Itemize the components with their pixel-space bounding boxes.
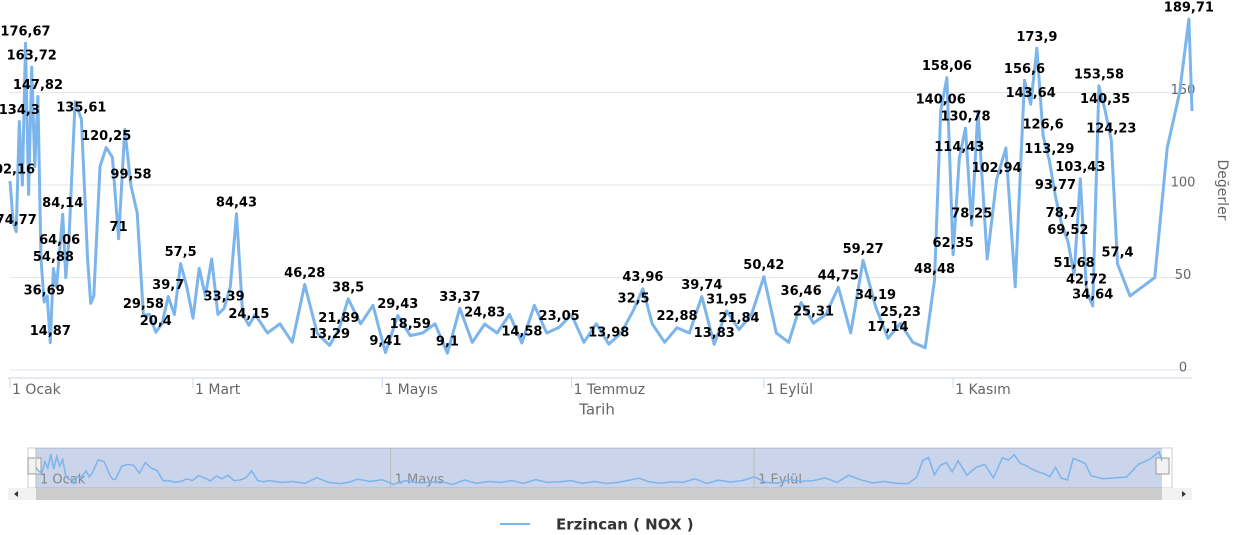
- data-label: 54,88: [33, 250, 74, 265]
- data-label: 14,58: [501, 325, 542, 340]
- data-label: 134,3: [0, 103, 40, 118]
- data-label: 120,25: [81, 129, 131, 144]
- series-line: [8, 17, 1194, 355]
- data-label: 64,06: [39, 233, 80, 248]
- y-tick-label: 50: [1175, 268, 1192, 283]
- data-label: 57,5: [165, 245, 197, 260]
- data-label: 143,64: [1006, 86, 1056, 101]
- data-label: 158,06: [922, 59, 972, 74]
- data-label: 163,72: [7, 49, 57, 64]
- x-axis-title: Tarih: [578, 401, 615, 419]
- data-label: 78,7: [1046, 206, 1078, 221]
- data-label: 14,87: [30, 324, 71, 339]
- data-label: 23,05: [539, 309, 580, 324]
- data-label: 84,14: [42, 196, 83, 211]
- data-label: 21,84: [718, 311, 759, 326]
- data-label: 42,72: [1066, 272, 1107, 287]
- data-label: 140,06: [916, 92, 966, 107]
- data-label: 18,59: [390, 317, 431, 332]
- data-label: 59,27: [843, 242, 884, 257]
- data-label: 114,43: [934, 140, 984, 155]
- data-label: 62,35: [933, 236, 974, 251]
- data-label: 20,4: [140, 314, 172, 329]
- data-label: 147,82: [13, 78, 63, 93]
- data-label: 38,5: [332, 280, 364, 295]
- data-label: 17,14: [867, 320, 908, 335]
- data-label: 48,48: [914, 262, 955, 277]
- data-label: 126,6: [1023, 117, 1064, 132]
- data-label: 113,29: [1024, 142, 1074, 157]
- data-label: 29,43: [377, 297, 418, 312]
- data-label: 43,96: [622, 270, 663, 285]
- data-label: 103,43: [1055, 160, 1105, 175]
- data-label: 21,89: [318, 311, 359, 326]
- data-label: 71: [110, 220, 128, 235]
- data-label: 39,74: [681, 278, 722, 293]
- x-tick-label: 1 Temmuz: [574, 382, 646, 398]
- navigator: [27, 447, 1173, 489]
- legend-label[interactable]: Erzincan ( NOX ): [556, 516, 694, 534]
- data-label: 102,94: [971, 161, 1021, 176]
- data-label: 153,58: [1074, 67, 1124, 82]
- x-tick-label: 1 Ocak: [12, 382, 62, 398]
- data-label: 44,75: [818, 269, 859, 284]
- data-label: 57,4: [1102, 245, 1134, 260]
- data-label: 51,68: [1054, 256, 1095, 271]
- data-label: 99,58: [110, 167, 151, 182]
- navigator-handle[interactable]: [1155, 457, 1170, 475]
- data-label: 124,23: [1086, 122, 1136, 137]
- data-label: 135,61: [56, 101, 106, 116]
- scrollbar-thumb[interactable]: [36, 488, 1162, 500]
- data-label: 24,83: [464, 306, 505, 321]
- data-label: 9,41: [369, 334, 401, 349]
- data-label: 36,69: [24, 284, 65, 299]
- y-tick-label: 100: [1171, 176, 1196, 191]
- data-label: 31,95: [706, 292, 747, 307]
- data-label: 78,25: [951, 207, 992, 222]
- navigator-tick-label: 1 Eylül: [758, 473, 802, 488]
- data-label: 39,7: [152, 278, 184, 293]
- data-label: 24,15: [228, 307, 269, 322]
- y-tick-label: 150: [1171, 83, 1196, 98]
- x-tick-label: 1 Kasım: [955, 382, 1011, 398]
- navigator-line: [35, 450, 1163, 486]
- data-label: 32,5: [618, 291, 650, 306]
- data-label: 173,9: [1016, 30, 1057, 45]
- data-label: 93,77: [1035, 178, 1076, 193]
- data-label: 25,23: [880, 305, 921, 320]
- data-label: 34,19: [855, 288, 896, 303]
- data-label: 33,37: [439, 290, 480, 305]
- data-label: 74,77: [0, 213, 37, 228]
- data-label: 130,78: [940, 110, 990, 125]
- y-tick-label: 0: [1179, 361, 1187, 376]
- x-tick-label: 1 Mayıs: [384, 382, 437, 398]
- data-label: 36,46: [781, 284, 822, 299]
- data-label: 25,31: [793, 305, 834, 320]
- data-label: 34,64: [1072, 287, 1113, 302]
- data-label: 13,98: [588, 326, 629, 341]
- data-label: 29,58: [123, 297, 164, 312]
- data-label: 33,39: [204, 290, 245, 305]
- data-label: 69,52: [1047, 223, 1088, 238]
- data-label: 84,43: [216, 195, 257, 210]
- data-label: 13,29: [309, 327, 350, 342]
- y-axis-title: Değerler: [1214, 160, 1230, 221]
- x-tick-label: 1 Eylül: [766, 382, 813, 398]
- data-label: 13,83: [694, 326, 735, 341]
- navigator-tick-label: 1 Ocak: [40, 473, 86, 488]
- data-label: 50,42: [743, 258, 784, 273]
- navigator-tick-label: 1 Mayıs: [395, 473, 445, 488]
- data-label: 189,71: [1164, 1, 1214, 16]
- data-label: 102,16: [0, 163, 35, 178]
- data-label: 9,1: [436, 335, 459, 350]
- data-label: 156,6: [1004, 62, 1045, 77]
- data-label: 22,88: [656, 309, 697, 324]
- data-label: 176,67: [0, 25, 50, 40]
- x-tick-label: 1 Mart: [195, 382, 241, 398]
- data-label: 46,28: [284, 266, 325, 281]
- data-label: 140,35: [1080, 92, 1130, 107]
